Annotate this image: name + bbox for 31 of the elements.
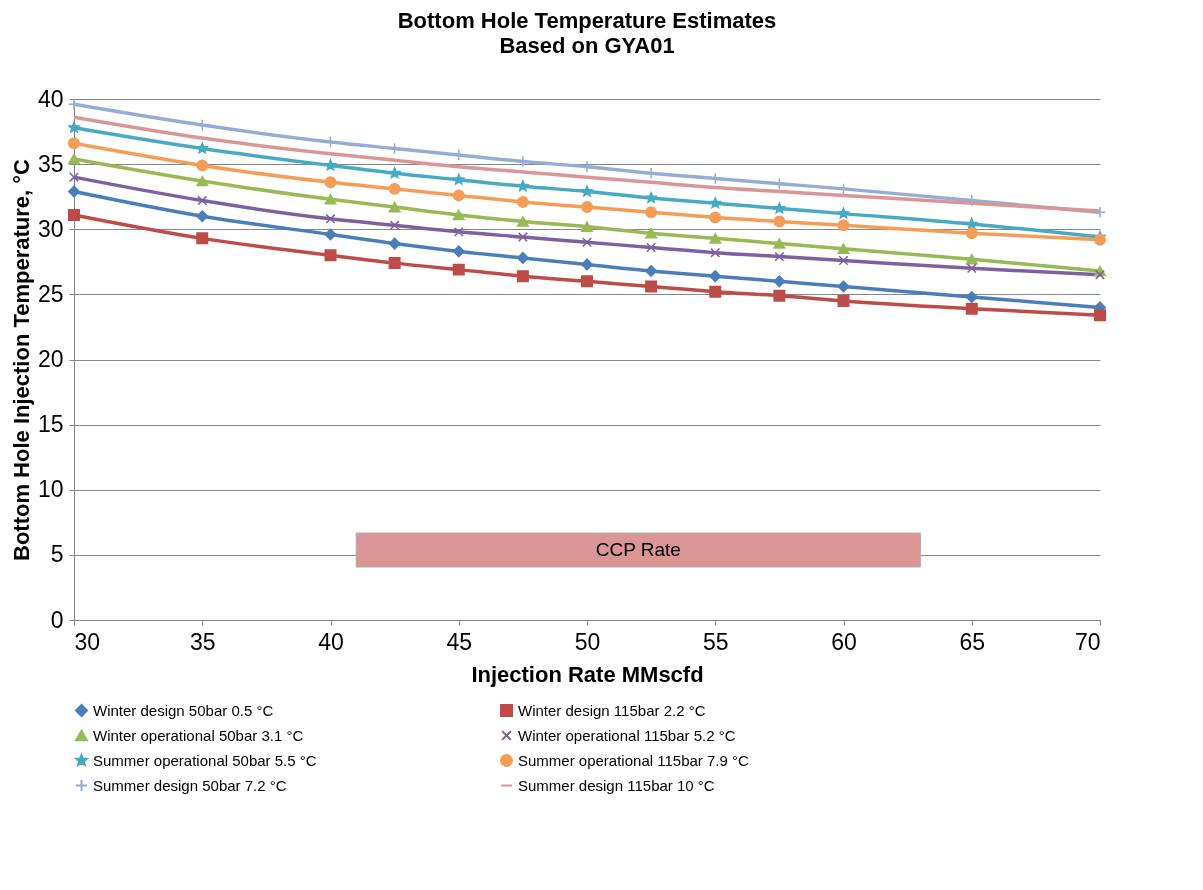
x-tick-label: 35: [189, 628, 216, 655]
x-tick-label: 55: [702, 628, 729, 655]
x-tick-label: 30: [74, 628, 101, 655]
y-tick-label: 30: [37, 215, 64, 242]
x-tick-label: 65: [959, 628, 986, 655]
x-tick-label: 70: [1074, 628, 1101, 655]
y-tick-label: 0: [50, 606, 64, 633]
x-tick-label: 40: [318, 628, 344, 655]
x-axis-title: Injection Rate MMscfd: [471, 661, 704, 687]
y-tick-label: 15: [37, 411, 64, 438]
legend-label: Winter design 50bar 0.5 °C: [93, 701, 274, 719]
y-axis-title: Bottom Hole Injection Temperature, °C: [8, 158, 34, 561]
x-tick-label: 50: [574, 628, 601, 655]
chart-title: Bottom Hole Temperature Estimates: [397, 8, 777, 33]
x-tick-label: 60: [831, 628, 857, 655]
y-tick-label: 40: [37, 85, 64, 112]
legend-label: Summer operational 115bar 7.9 °C: [518, 751, 750, 769]
legend-label: Summer design 50bar 7.2 °C: [93, 776, 287, 794]
chart-subtitle: Based on GYA01: [499, 33, 675, 58]
y-tick-label: 5: [50, 541, 64, 568]
legend-label: Winter operational 115bar 5.2 °C: [518, 726, 736, 744]
y-tick-label: 10: [37, 476, 64, 503]
x-tick-label: 45: [446, 628, 473, 655]
legend-label: Summer operational 50bar 5.5 °C: [93, 751, 317, 769]
y-tick-label: 25: [37, 280, 64, 307]
legend-label: Summer design 115bar 10 °C: [518, 776, 715, 794]
band-label: CCP Rate: [595, 539, 681, 560]
legend-label: Winter operational 50bar 3.1 °C: [93, 726, 304, 744]
y-tick-label: 35: [37, 150, 64, 177]
y-tick-label: 20: [37, 346, 64, 372]
legend-label: Winter design 115bar 2.2 °C: [518, 701, 706, 719]
